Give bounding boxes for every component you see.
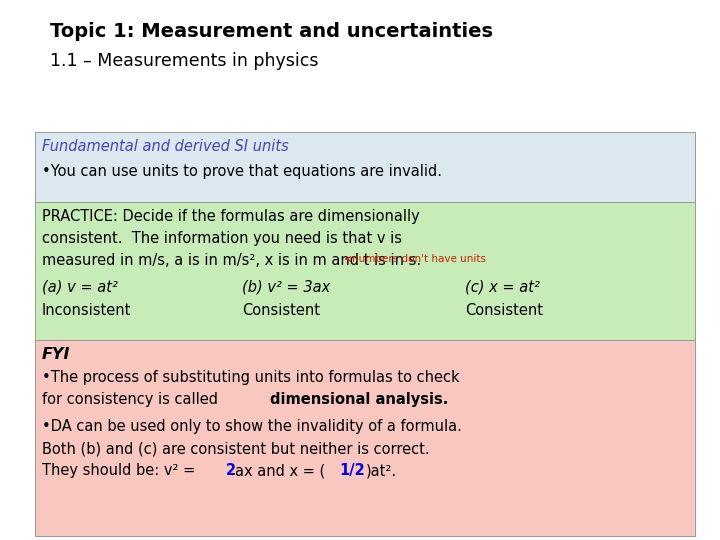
- Text: )at².: )at².: [366, 463, 397, 478]
- Text: Both (b) and (c) are consistent but neither is correct.: Both (b) and (c) are consistent but neit…: [42, 441, 430, 456]
- Text: (a) v = at²: (a) v = at²: [42, 279, 118, 294]
- Text: 1.1 – Measurements in physics: 1.1 – Measurements in physics: [50, 52, 318, 70]
- Text: measured in m/s, a is in m/s², x is in m and t is in s.: measured in m/s, a is in m/s², x is in m…: [42, 253, 421, 268]
- Text: Consistent: Consistent: [465, 303, 543, 318]
- Text: ax and x = (: ax and x = (: [235, 463, 325, 478]
- Text: Consistent: Consistent: [242, 303, 320, 318]
- Text: dimensional analysis.: dimensional analysis.: [269, 392, 448, 407]
- Text: PRACTICE: Decide if the formulas are dimensionally: PRACTICE: Decide if the formulas are dim…: [42, 209, 420, 224]
- Text: numbers don't have units: numbers don't have units: [346, 254, 486, 264]
- Bar: [35, 132, 695, 202]
- Text: 1/2: 1/2: [340, 463, 365, 478]
- Text: 2: 2: [226, 463, 236, 478]
- Text: •The process of substituting units into formulas to check: •The process of substituting units into …: [42, 370, 459, 385]
- Bar: [35, 340, 695, 536]
- Bar: [35, 202, 695, 340]
- Text: Fundamental and derived SI units: Fundamental and derived SI units: [42, 139, 289, 154]
- Text: Topic 1: Measurement and uncertainties: Topic 1: Measurement and uncertainties: [50, 22, 493, 41]
- Text: They should be: v² =: They should be: v² =: [42, 463, 200, 478]
- Text: for consistency is called: for consistency is called: [42, 392, 222, 407]
- Text: FYI: FYI: [42, 347, 71, 362]
- Text: (b) v² = 3ax: (b) v² = 3ax: [242, 279, 330, 294]
- Text: consistent.  The information you need is that v is: consistent. The information you need is …: [42, 231, 402, 246]
- Text: (c) x = at²: (c) x = at²: [465, 279, 540, 294]
- Text: Inconsistent: Inconsistent: [42, 303, 131, 318]
- Text: •You can use units to prove that equations are invalid.: •You can use units to prove that equatio…: [42, 164, 442, 179]
- Text: •DA can be used only to show the invalidity of a formula.: •DA can be used only to show the invalid…: [42, 419, 462, 434]
